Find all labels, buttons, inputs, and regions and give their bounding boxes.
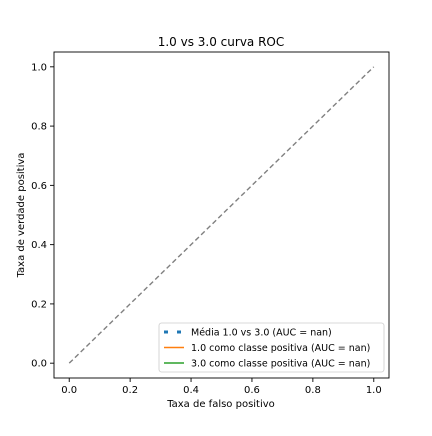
- y-tick-label: 0.4: [31, 240, 47, 251]
- chance-reference-line: [68, 66, 375, 364]
- y-tick-label: 1.0: [31, 62, 47, 73]
- x-tick-label: 0.6: [244, 385, 260, 396]
- plot-area: 0.0 0.2 0.4 0.6 0.8 1.0 0.0 0.2 0.4 0.6 0.8 1.0 Médi…: [31, 51, 390, 396]
- y-tick-label: 0.2: [31, 299, 47, 310]
- x-axis-label: Taxa de falso positivo: [166, 399, 275, 410]
- x-tick-label: 0.0: [61, 385, 77, 396]
- x-tick-label: 0.2: [122, 385, 138, 396]
- y-tick-label: 0.8: [31, 122, 47, 133]
- plot-frame: [53, 51, 390, 379]
- x-tick-label: 0.4: [183, 385, 199, 396]
- legend-label-2: 3.0 como classe positiva (AUC = nan): [191, 359, 370, 370]
- chart-title: 1.0 vs 3.0 curva ROC: [158, 35, 285, 49]
- x-tick-label: 1.0: [366, 385, 382, 396]
- legend-box: [158, 322, 385, 373]
- y-tick-label: 0.0: [31, 359, 47, 370]
- legend-label-1: 1.0 como classe positiva (AUC = nan): [191, 343, 370, 354]
- legend-label-0: Média 1.0 vs 3.0 (AUC = nan): [191, 328, 332, 339]
- y-axis-label: Taxa de verdade positiva: [16, 153, 27, 279]
- y-tick-label: 0.6: [31, 181, 47, 192]
- x-tick-label: 0.8: [305, 385, 321, 396]
